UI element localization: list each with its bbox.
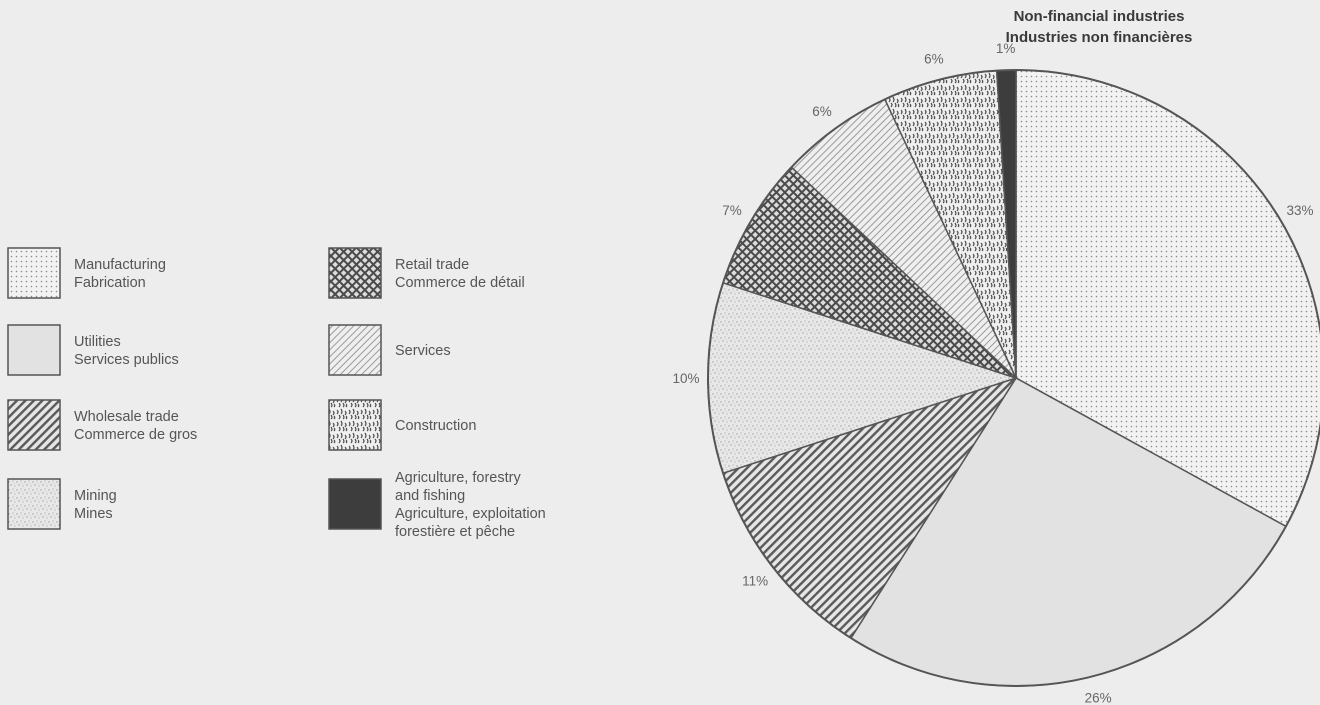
pie-slices [707, 69, 1320, 687]
legend-label-utilities-0: Utilities [74, 334, 121, 350]
pct-label-manufacturing: 33% [1286, 203, 1313, 218]
percentage-labels: 33% 26% 11% 10% 7% 6% 6% 1% [672, 41, 1313, 705]
legend-swatch-mining [7, 478, 61, 530]
legend-swatch-utilities [7, 324, 61, 376]
legend-item-services: Services [328, 324, 451, 376]
legend-swatch-services [328, 324, 382, 376]
pct-label-services: 6% [812, 104, 832, 119]
legend-swatch-manufacturing [7, 247, 61, 299]
pct-label-utilities: 26% [1085, 691, 1112, 705]
pct-label-construction: 6% [924, 51, 944, 66]
legend-swatch-construction [328, 399, 382, 451]
legend-item-wholesale: Wholesale trade Commerce de gros [7, 399, 197, 451]
legend-label-agriculture-2: Agriculture, exploitation [395, 506, 546, 522]
legend-item-retail: Retail trade Commerce de détail [328, 247, 525, 299]
legend-label-manufacturing-0: Manufacturing [74, 257, 166, 273]
legend-label-construction-0: Construction [395, 418, 476, 434]
legend-item-mining: Mining Mines [7, 478, 117, 530]
legend-label-services-0: Services [395, 343, 451, 359]
pct-label-retail: 7% [722, 203, 742, 218]
legend-swatch-agriculture [328, 478, 382, 530]
legend-label-wholesale-1: Commerce de gros [74, 427, 197, 443]
pie-outline [707, 69, 1320, 687]
legend-item-construction: Construction [328, 399, 476, 451]
legend-label-mining-1: Mines [74, 506, 113, 522]
legend-label-utilities-1: Services publics [74, 352, 179, 368]
chart-title-fr: Industries non financières [1006, 29, 1193, 46]
legend-label-wholesale-0: Wholesale trade [74, 409, 179, 425]
legend-item-agriculture: Agriculture, forestry and fishing Agricult… [328, 470, 546, 540]
legend: Manufacturing Fabrication Utilities Service… [7, 247, 546, 540]
legend-label-agriculture-3: forestière et pêche [395, 524, 515, 540]
legend-item-utilities: Utilities Services publics [7, 324, 179, 376]
legend-label-agriculture-1: and fishing [395, 488, 465, 504]
pct-label-agriculture: 1% [996, 41, 1016, 56]
pct-label-wholesale: 11% [742, 573, 768, 588]
legend-label-retail-0: Retail trade [395, 257, 469, 273]
chart-title-en: Non-financial industries [1014, 8, 1185, 25]
legend-swatch-retail [328, 247, 382, 299]
legend-label-mining-0: Mining [74, 488, 117, 504]
legend-label-manufacturing-1: Fabrication [74, 275, 146, 291]
legend-label-agriculture-0: Agriculture, forestry [395, 470, 521, 486]
legend-label-retail-1: Commerce de détail [395, 275, 525, 291]
pct-label-mining: 10% [672, 371, 699, 386]
legend-item-manufacturing: Manufacturing Fabrication [7, 247, 166, 299]
chart-title: Non-financial industries Industries non … [1006, 8, 1193, 46]
legend-swatch-wholesale [7, 399, 61, 451]
